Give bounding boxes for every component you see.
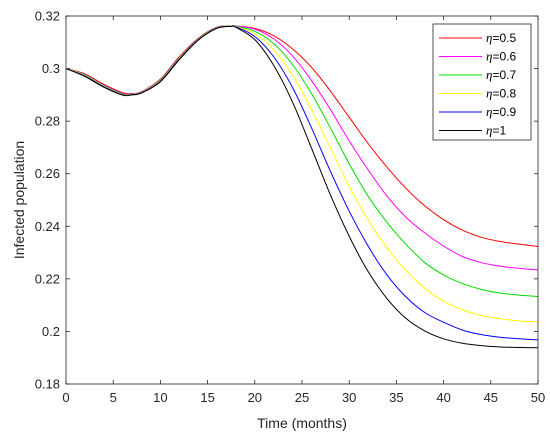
y-tick-label: 0.18	[35, 377, 60, 392]
y-tick-label: 0.28	[35, 114, 60, 129]
y-tick-label: 0.22	[35, 271, 60, 286]
legend-label-1: η=0.5	[486, 30, 516, 45]
legend-box	[432, 23, 532, 141]
y-axis-ticks: 0.18 0.2 0.22 0.24 0.26 0.28 0.3 0.32	[35, 9, 538, 392]
legend-label-2: η=0.6	[486, 49, 516, 64]
x-tick-label: 25	[295, 390, 309, 405]
y-tick-label: 0.26	[35, 166, 60, 181]
series-layer	[65, 25, 539, 349]
x-tick-label: 45	[484, 390, 498, 405]
x-tick-label: 40	[436, 390, 450, 405]
legend-label-5: η=0.9	[486, 104, 516, 119]
y-axis-label: Infected population	[11, 141, 27, 259]
legend-label-4: η=0.8	[486, 86, 516, 101]
x-tick-label: 30	[342, 390, 356, 405]
legend-label-3: η=0.7	[486, 67, 516, 82]
y-tick-label: 0.24	[35, 219, 60, 234]
x-tick-label: 0	[62, 390, 69, 405]
x-tick-label: 50	[531, 390, 545, 405]
x-tick-label: 20	[248, 390, 262, 405]
y-tick-label: 0.2	[42, 324, 60, 339]
x-axis-label: Time (months)	[257, 415, 347, 431]
x-tick-label: 35	[389, 390, 403, 405]
y-tick-label: 0.3	[42, 61, 60, 76]
legend: η=0.5 η=0.6 η=0.7 η=0.8 η=0.9 η=1	[432, 23, 532, 141]
y-tick-label: 0.32	[35, 9, 60, 24]
x-axis-ticks: 0 5 10 15 20 25 30 35 40 45 50	[62, 16, 545, 405]
x-tick-label: 5	[110, 390, 117, 405]
legend-label-6: η=1	[486, 123, 506, 138]
x-tick-label: 15	[200, 390, 214, 405]
x-tick-label: 10	[153, 390, 167, 405]
series-line-6	[65, 25, 539, 349]
